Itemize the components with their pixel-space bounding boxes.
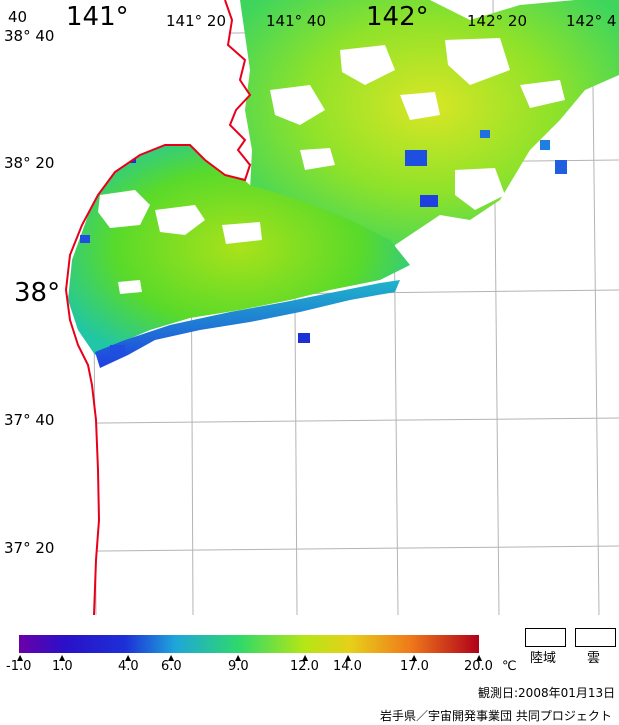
project-credit: 岩手県／宇宙開発事業団 共同プロジェクト: [380, 709, 612, 723]
lon-label-141: 141°: [66, 2, 129, 32]
land-area: [0, 0, 250, 615]
observation-date: 観測日:2008年01月13日: [478, 686, 616, 700]
cloud-label: 雲: [587, 651, 601, 666]
tick-label: 1.0: [52, 659, 73, 674]
tick-label: 12.0: [290, 659, 319, 674]
tick-label: 4.0: [118, 659, 139, 674]
lon-label-142-40: 142° 4: [566, 12, 617, 30]
tick-label: -1.0: [6, 659, 32, 674]
lat-label-38-40: 38° 40: [4, 27, 55, 45]
temperature-colorbar: [19, 635, 479, 653]
lon-label-141-20: 141° 20: [166, 12, 226, 30]
lon-label-141-40: 141° 40: [266, 12, 326, 30]
coastline: [64, 0, 252, 615]
lat-label-37-20: 37° 20: [4, 539, 55, 557]
tick-label: 20.0: [464, 659, 493, 674]
tick-label: 17.0: [400, 659, 429, 674]
lat-label-38: 38°: [14, 278, 61, 308]
land-swatch: [525, 628, 566, 647]
sst-field: [68, 0, 619, 368]
cloud-swatch: [575, 628, 616, 647]
corner-label: 40: [8, 8, 28, 26]
lat-label-37-40: 37° 40: [4, 411, 55, 429]
lat-label-38-20: 38° 20: [4, 154, 55, 172]
tick-label: 9.0: [228, 659, 249, 674]
lon-label-142-20: 142° 20: [467, 12, 527, 30]
lon-label-142: 142°: [366, 2, 429, 32]
tick-label: 6.0: [161, 659, 182, 674]
unit-label: ℃: [502, 659, 517, 674]
tick-label: 14.0: [333, 659, 362, 674]
sst-map: [0, 0, 619, 615]
land-label: 陸域: [530, 651, 557, 666]
